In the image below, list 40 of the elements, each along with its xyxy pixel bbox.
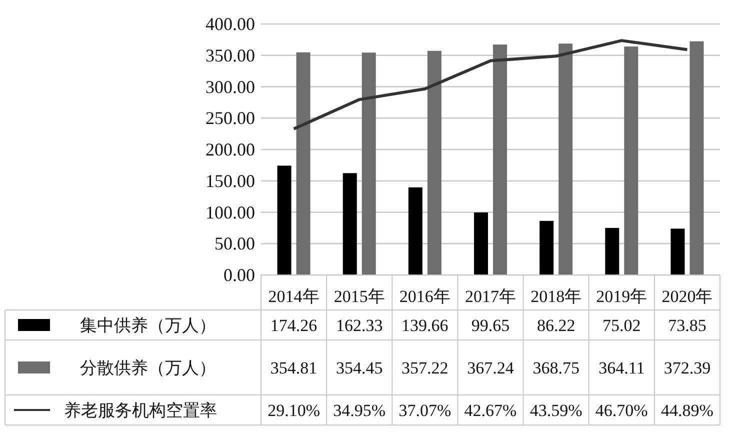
y-tick-label: 250.00	[206, 108, 255, 128]
data-label: 372.39	[664, 358, 711, 378]
data-label: 368.75	[532, 358, 580, 378]
y-tick-label: 100.00	[206, 202, 255, 222]
data-label: 162.33	[336, 316, 383, 335]
data-label: 139.66	[402, 316, 448, 335]
y-tick-label: 200.00	[206, 140, 255, 160]
data-label: 364.11	[598, 358, 645, 378]
y-tick-label: 0.00	[224, 265, 255, 285]
data-label: 43.59%	[530, 401, 582, 420]
x-tick-label: 2018年	[530, 287, 582, 306]
x-tick-label: 2017年	[465, 287, 516, 306]
data-label: 367.24	[467, 358, 514, 378]
y-tick-label: 300.00	[206, 76, 255, 97]
data-label: 37.07%	[398, 401, 452, 420]
data-label: 42.67%	[464, 401, 517, 420]
y-tick-label: 50.00	[214, 234, 255, 254]
y-tick-label: 350.00	[206, 45, 255, 66]
y-tick-label: 150.00	[206, 170, 255, 191]
x-tick-label: 2016年	[399, 287, 450, 306]
y-tick-label: 400.00	[206, 14, 255, 34]
x-tick-label: 2019年	[596, 287, 648, 306]
data-label: 73.85	[668, 316, 706, 335]
data-label: 86.22	[536, 316, 576, 335]
data-label: 44.89%	[661, 401, 714, 420]
data-label: 29.10%	[268, 401, 320, 420]
data-label: 46.70%	[595, 401, 648, 420]
data-label: 354.81	[270, 358, 318, 378]
x-tick-label: 2020年	[662, 287, 713, 306]
data-label: 75.02	[602, 316, 641, 335]
legend-label: 养老服务机构空置率	[64, 401, 217, 420]
legend-label: 分散供养（万人）	[80, 358, 216, 378]
data-label: 354.45	[336, 358, 383, 378]
data-label: 174.26	[270, 316, 318, 335]
legend-label: 集中供养（万人）	[80, 316, 216, 335]
data-label: 357.22	[402, 358, 448, 378]
data-label: 34.95%	[333, 401, 386, 420]
x-tick-label: 2014年	[268, 287, 320, 306]
data-label: 99.65	[471, 316, 510, 335]
x-tick-label: 2015年	[334, 287, 385, 306]
